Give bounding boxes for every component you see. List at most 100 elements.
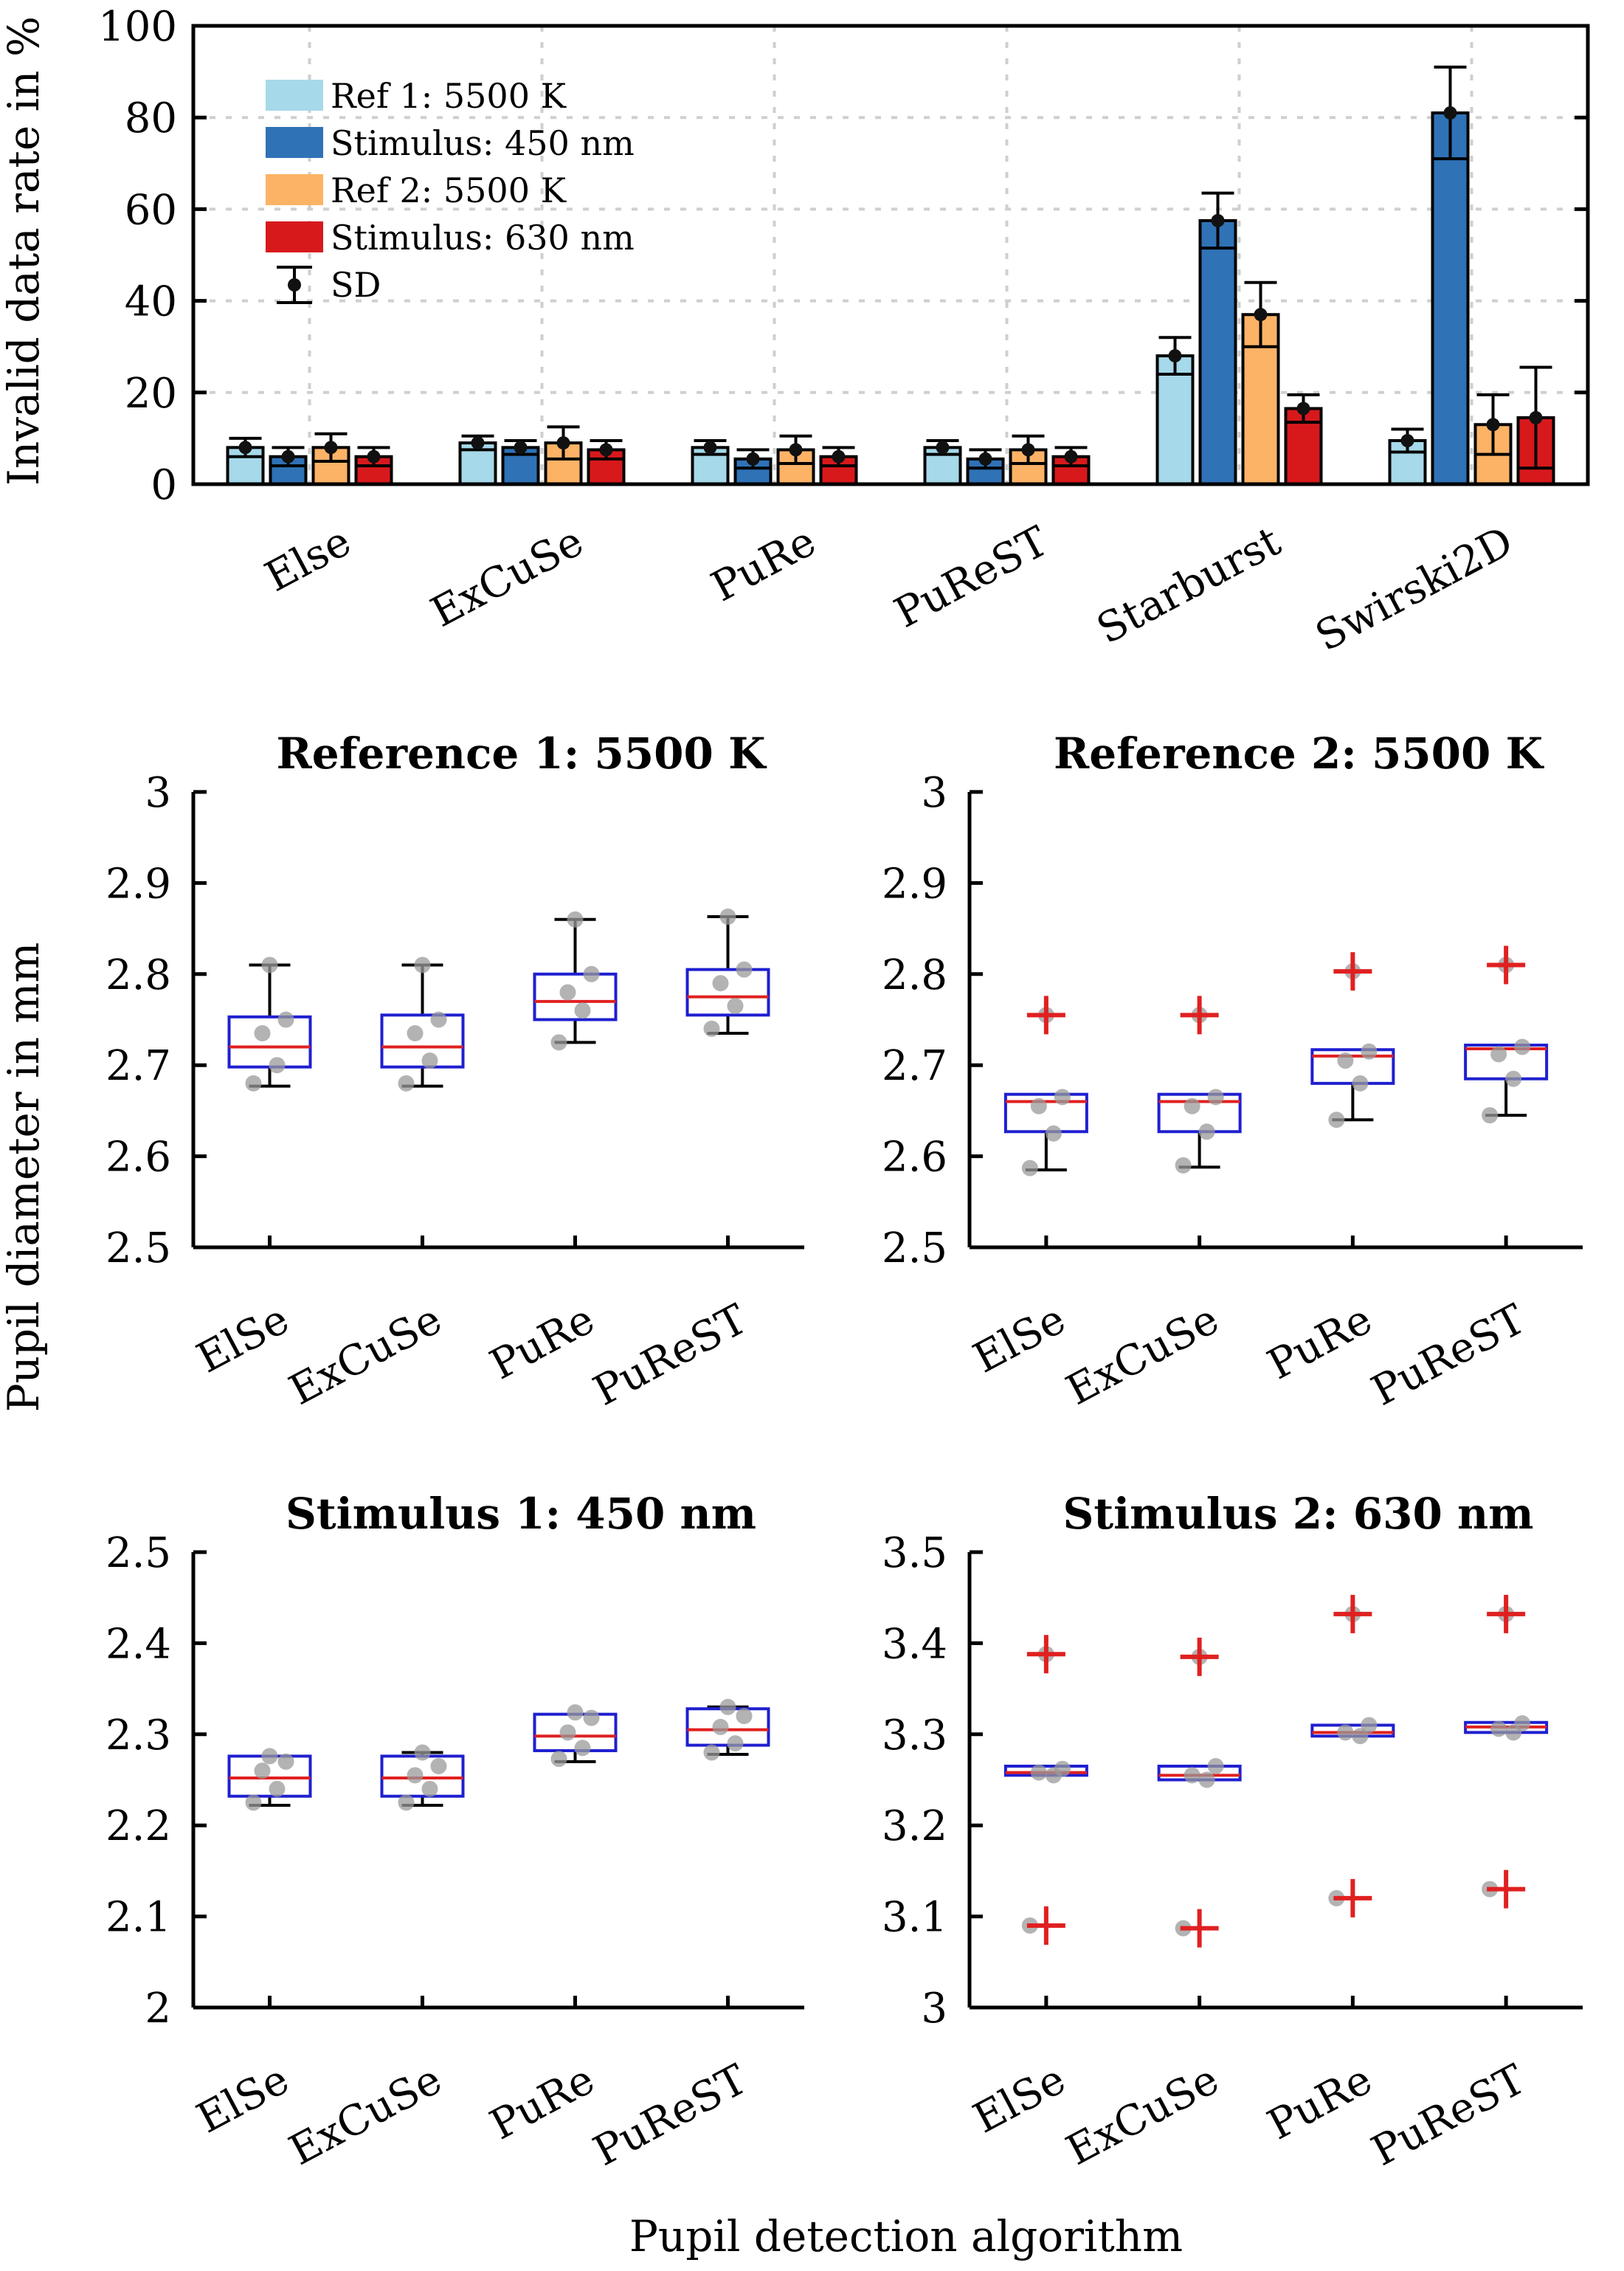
data-point [719, 1698, 736, 1715]
y-tick-label: 2.3 [106, 1712, 171, 1760]
mean-marker [703, 441, 717, 455]
legend-label: Stimulus: 450 nm [331, 123, 635, 163]
box-panel-reference-1: Reference 1: 5500 K 2.5 2.6 2.7 2.8 2.9 3 ElSeE… [106, 728, 804, 1416]
panel-title: Stimulus 2: 630 nm [1062, 1489, 1533, 1539]
data-point [1361, 1717, 1378, 1734]
mean-marker [832, 449, 846, 463]
data-point [727, 997, 744, 1014]
pupil-diameter-axis-label: Pupil diameter in mm [0, 942, 49, 1413]
mean-marker [514, 441, 528, 455]
data-point [261, 957, 278, 973]
mean-marker [1211, 213, 1225, 227]
mean-marker [367, 449, 381, 463]
y-tick-label: 2.9 [882, 860, 947, 908]
mean-marker [238, 441, 252, 455]
y-tick-label: 2.4 [106, 1620, 171, 1668]
x-tick-label: Swirski2D [1308, 517, 1521, 661]
y-tick-label: 2.5 [106, 1529, 171, 1577]
data-point [703, 1020, 720, 1037]
y-tick-label: 3.4 [882, 1620, 947, 1668]
y-tick-label: 3.2 [882, 1802, 947, 1850]
y-tick-label: 100 [98, 3, 177, 51]
data-point [559, 1724, 576, 1741]
data-point [567, 1704, 584, 1721]
data-point [567, 911, 584, 928]
box-panel-stimulus-1: Stimulus 1: 450 nm 2 2.1 2.2 2.3 2.4 2.5 ElSeEx… [106, 1489, 804, 2176]
panel-title: Reference 1: 5500 K [277, 728, 768, 779]
box-panel-stimulus-2: Stimulus 2: 630 nm 3 3.1 3.2 3.3 3.4 3.5 ElSeEx… [882, 1489, 1583, 2176]
mean-marker [599, 443, 613, 457]
mean-marker [1168, 349, 1182, 363]
data-point [245, 1075, 262, 1092]
box [685, 968, 770, 1017]
box [1157, 1092, 1242, 1134]
data-point [1490, 1046, 1507, 1063]
x-tick-label: Starburst [1089, 517, 1288, 654]
y-tick-label: 3 [145, 769, 171, 817]
y-tick-label: 2.7 [882, 1042, 947, 1090]
data-point [430, 1757, 447, 1774]
x-tick-label: PuRe [1260, 1295, 1380, 1389]
data-point [421, 1052, 438, 1069]
data-point [277, 1753, 294, 1770]
mean-marker [1064, 449, 1078, 463]
legend-swatch [266, 221, 323, 252]
y-tick-label: 2.5 [882, 1224, 947, 1272]
x-tick-label: ExCuSe [1059, 1295, 1226, 1415]
y-tick-label: 3 [921, 769, 947, 817]
x-axis-label: Pupil detection algorithm [629, 2211, 1183, 2261]
data-point [559, 984, 576, 1001]
x-tick-label: ExCuSe [282, 1295, 449, 1415]
mean-marker [1254, 308, 1268, 322]
x-tick-label: ElSe [966, 1295, 1074, 1383]
x-tick-label: PuRe [704, 517, 823, 611]
data-point [1207, 1757, 1224, 1774]
mean-marker [1400, 434, 1414, 448]
y-tick-label: 3.3 [882, 1712, 947, 1760]
data-point [407, 1025, 424, 1042]
data-point [245, 1794, 262, 1811]
mean-marker [281, 449, 295, 463]
x-tick-label: ExCuSe [424, 517, 591, 637]
data-point [414, 957, 431, 973]
data-point [1054, 1760, 1071, 1777]
data-point [1198, 1123, 1215, 1140]
y-tick-label: 3.1 [882, 1894, 947, 1942]
y-tick-label: 2.1 [106, 1894, 171, 1942]
mean-marker [978, 452, 992, 466]
data-point [1175, 1157, 1192, 1174]
data-point [398, 1075, 415, 1092]
data-point [1030, 1097, 1047, 1114]
y-tick-label: 80 [125, 94, 177, 142]
data-point [1352, 1075, 1369, 1092]
data-point [574, 1740, 591, 1757]
data-point [727, 1735, 744, 1752]
mean-marker [1443, 106, 1457, 120]
mean-marker [471, 436, 485, 450]
x-tick-label: PuRe [1260, 2055, 1380, 2149]
y-tick-label: 3 [921, 1985, 947, 2033]
data-point [1184, 1767, 1200, 1784]
data-point [1514, 1038, 1531, 1055]
data-point [1337, 1052, 1354, 1069]
y-tick-label: 0 [151, 461, 177, 509]
x-tick-label: ExCuSe [1059, 2055, 1226, 2175]
data-point [261, 1748, 278, 1765]
data-point [1352, 1728, 1369, 1745]
data-point [1207, 1089, 1224, 1106]
data-point [254, 1025, 271, 1042]
data-point [421, 1780, 438, 1797]
legend-label-sd: SD [331, 265, 381, 305]
y-tick-label: 60 [125, 186, 177, 234]
x-tick-label: PuReST [1364, 1295, 1533, 1416]
plot-frame [191, 24, 1590, 486]
data-point [254, 1762, 271, 1779]
mean-marker [324, 441, 338, 455]
y-tick-label: 2.8 [106, 951, 171, 999]
y-tick-label: 2.9 [106, 860, 171, 908]
box [1003, 1092, 1088, 1134]
data-point [550, 1034, 567, 1051]
data-point [1045, 1125, 1062, 1142]
data-point [407, 1767, 424, 1784]
